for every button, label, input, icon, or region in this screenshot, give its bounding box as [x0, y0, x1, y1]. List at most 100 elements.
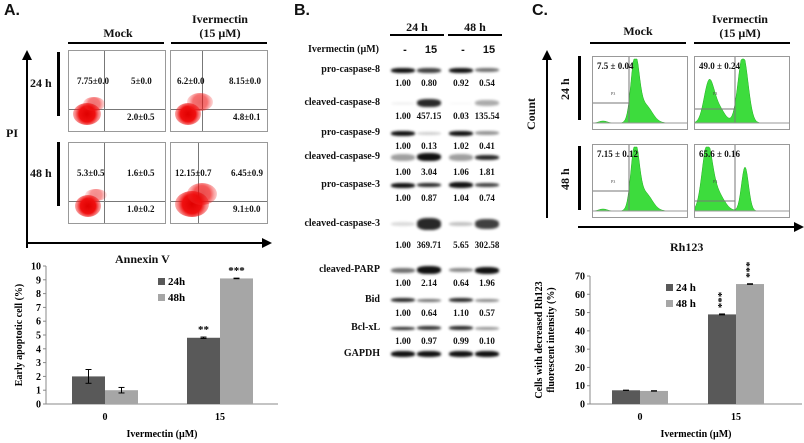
gate-label: P3	[713, 179, 717, 184]
densitometry-value: 0.64	[453, 278, 469, 288]
densitometry-value: 1.81	[479, 167, 495, 177]
row-label-48h: 48 h	[30, 166, 52, 180]
rh123-bar-chart: 0 10 20 30 40 50 60 70 0 15 *** *** 24 h 48 h Ivermect…	[534, 262, 802, 440]
dotplot-mock-24h: 7.75±0.0 5±0.0 2.0±0.5	[68, 50, 166, 132]
blot-row-label: cleaved-PARP	[319, 264, 380, 275]
lane-label: -	[461, 44, 465, 56]
dotplot-ivermectin-48h: 12.15±0.7 6.45±0.9 9.1±0.0	[170, 142, 268, 224]
densitometry-value: 0.41	[479, 141, 495, 151]
densitometry-value: 1.00	[395, 240, 411, 250]
x-tick-label: 0	[103, 412, 108, 423]
protein-band	[391, 326, 415, 330]
legend-label: 24h	[168, 276, 185, 288]
row-label-24h: 24 h	[30, 76, 52, 90]
densitometry-value: 0.74	[479, 193, 495, 203]
densitometry-value: 1.96	[479, 278, 495, 288]
quadrant-ul: 7.75±0.0	[77, 76, 109, 86]
legend-label: 24 h	[676, 282, 696, 294]
panel-a-header-mock: Mock	[103, 26, 133, 40]
annexin-axis-arrow	[26, 238, 272, 248]
y-tick-label: 6	[36, 317, 41, 328]
protein-band	[475, 219, 499, 229]
pi-axis-label: PI	[6, 126, 18, 140]
protein-band	[475, 183, 499, 187]
lane-label: 15	[424, 44, 438, 56]
protein-band	[417, 153, 441, 161]
protein-band	[417, 326, 441, 330]
gate-label: P3	[611, 179, 615, 184]
rh123-axis-label: Rh123	[670, 240, 704, 254]
y-tick-label: 10	[575, 381, 585, 392]
protein-band	[475, 154, 499, 160]
protein-band	[475, 351, 499, 357]
protein-band	[475, 131, 499, 135]
protein-band	[417, 99, 441, 107]
quadrant-ur: 6.45±0.9	[231, 168, 263, 178]
protein-band	[449, 182, 473, 188]
header-line-1: Ivermectin	[192, 12, 248, 26]
cell-population	[187, 93, 213, 111]
densitometry-value: 1.00	[395, 167, 411, 177]
header-underline-mock	[68, 42, 164, 44]
header-underline-48h	[448, 34, 502, 36]
densitometry-value: 1.10	[453, 308, 469, 318]
panel-b-letter: B.	[294, 2, 310, 19]
densitometry-value: 1.06	[453, 167, 469, 177]
protein-band	[391, 351, 415, 357]
histogram-ivermectin-48h: P3 65.6 ± 0.16	[694, 144, 790, 218]
legend-swatch	[666, 300, 673, 307]
densitometry-value: 1.02	[453, 141, 469, 151]
dotplot-mock-48h: 5.3±0.5 1.6±0.5 1.0±0.2	[68, 142, 166, 224]
quadrant-lr: 4.8±0.1	[233, 112, 261, 122]
rh123-axis-arrow	[578, 222, 804, 232]
protein-band	[417, 351, 441, 357]
cell-population	[83, 97, 105, 111]
densitometry-value: 0.03	[453, 111, 469, 121]
quadrant-lr: 2.0±0.5	[127, 112, 155, 122]
histogram-mock-48h: P3 7.15 ± 0.12	[592, 144, 688, 218]
significance-marker: ***	[228, 265, 245, 277]
y-tick-label: 0	[36, 400, 41, 411]
gate-value: 49.0 ± 0.24	[699, 61, 740, 71]
protein-band	[475, 100, 499, 106]
densitometry-value: 0.57	[479, 308, 495, 318]
densitometry-value: 0.97	[421, 336, 437, 346]
bar-24h-15	[708, 314, 736, 404]
protein-band	[449, 351, 473, 357]
densitometry-value: 1.00	[395, 78, 411, 88]
blot-row-label: pro-caspase-9	[321, 127, 380, 138]
protein-band	[391, 130, 415, 136]
y-tick-label: 30	[575, 345, 585, 356]
gate-value: 65.6 ± 0.16	[699, 149, 740, 159]
protein-band	[391, 222, 415, 226]
histogram-ivermectin-24h: P3 49.0 ± 0.24	[694, 56, 790, 130]
protein-band	[391, 101, 415, 105]
legend-swatch	[158, 294, 165, 301]
y-axis-title: Early apoptotic cell (%)	[14, 284, 25, 386]
bar-48h-15	[220, 278, 253, 404]
panel-b-header-24h: 24 h	[406, 20, 428, 34]
densitometry-value: 0.13	[421, 141, 437, 151]
panel-b-header-48h: 48 h	[464, 20, 486, 34]
protein-band	[391, 153, 415, 161]
y-tick-label: 10	[31, 262, 41, 273]
lane-label: 15	[482, 44, 496, 56]
protein-band	[449, 298, 473, 302]
row-bar-24h	[57, 52, 60, 116]
ivermectin-treatment-label: Ivermectin (µM)	[308, 44, 380, 55]
densitometry-value: 5.65	[453, 240, 469, 250]
significance-marker: ***	[716, 291, 728, 308]
y-tick-label: 20	[575, 363, 585, 374]
annexin-axis-label: Annexin V	[115, 252, 170, 266]
protein-band	[449, 268, 473, 272]
row-label-48h: 48 h	[558, 168, 572, 190]
x-axis-title: Ivermectin (µM)	[660, 429, 731, 440]
significance-marker: ***	[744, 262, 756, 278]
y-tick-label: 5	[36, 331, 41, 342]
quadrant-ul: 5.3±0.5	[77, 168, 105, 178]
panel-c-header-mock: Mock	[623, 24, 653, 38]
densitometry-value: 3.04	[421, 167, 437, 177]
protein-band	[449, 326, 473, 330]
row-label-24h: 24 h	[558, 78, 572, 100]
